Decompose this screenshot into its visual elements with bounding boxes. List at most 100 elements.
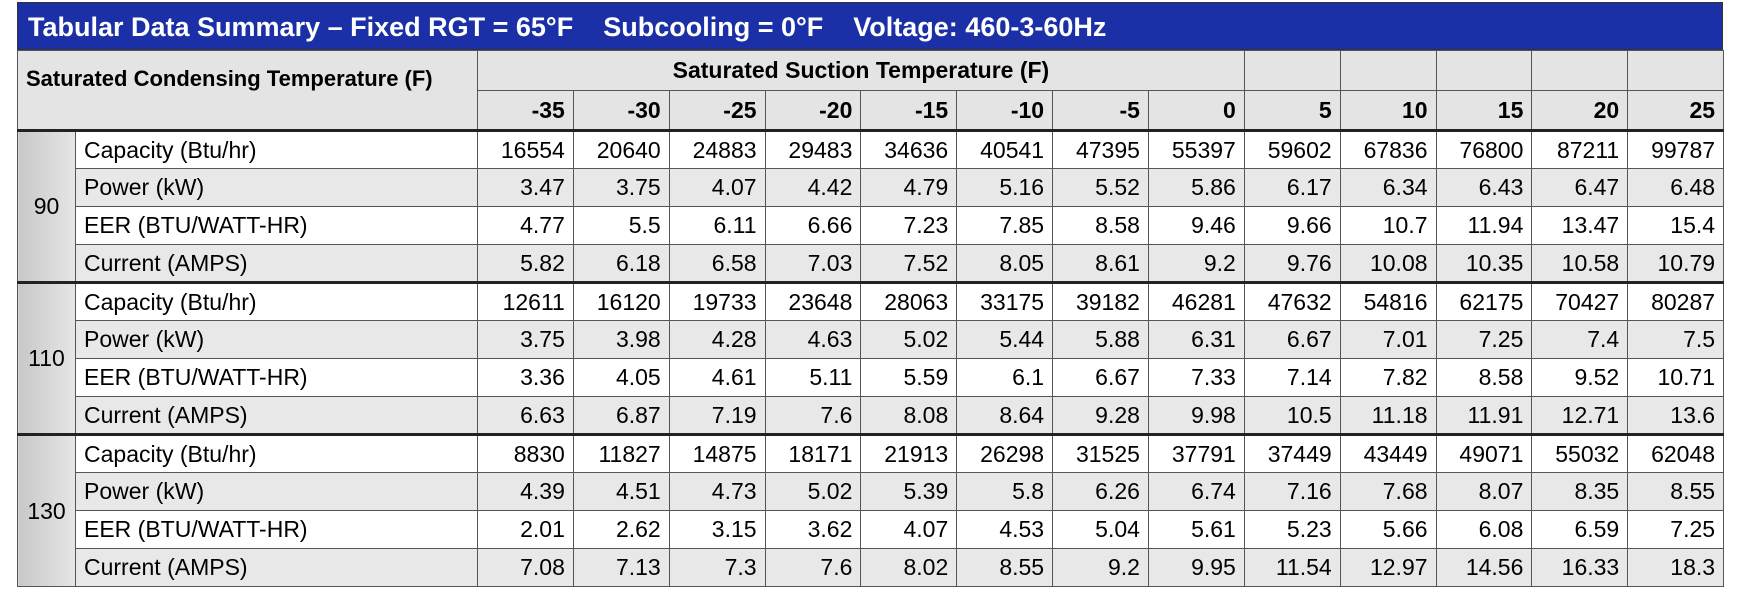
value-cell: 5.8 xyxy=(956,472,1054,511)
value-cell: 11.91 xyxy=(1435,396,1533,435)
value-cell: 3.15 xyxy=(668,510,766,549)
value-cell: 62048 xyxy=(1627,433,1725,473)
value-cell: 4.51 xyxy=(572,472,670,511)
value-cell: 7.82 xyxy=(1339,358,1437,397)
value-cell: 12611 xyxy=(477,281,574,321)
value-cell: 7.52 xyxy=(860,244,958,283)
value-cell: 7.01 xyxy=(1339,320,1437,359)
value-cell: 4.61 xyxy=(668,358,766,397)
value-cell: 6.47 xyxy=(1531,168,1629,207)
value-cell: 3.98 xyxy=(572,320,670,359)
value-cell: 5.39 xyxy=(860,472,958,511)
row-label: Power (kW) xyxy=(74,472,479,511)
suction-temp: -10 xyxy=(956,90,1054,131)
value-cell: 10.7 xyxy=(1339,206,1437,245)
header-blank xyxy=(1531,50,1629,91)
value-cell: 87211 xyxy=(1531,129,1629,169)
value-cell: 5.11 xyxy=(764,358,862,397)
data-row: Current (AMPS) 5.82 6.18 6.58 7.03 7.52 8.05 8.… xyxy=(18,244,1725,283)
value-cell: 3.36 xyxy=(477,358,574,397)
value-cell: 6.26 xyxy=(1052,472,1149,511)
value-cell: 8.58 xyxy=(1435,358,1533,397)
value-cell: 9.2 xyxy=(1147,244,1245,283)
data-row: EER (BTU/WATT-HR) 4.77 5.5 6.11 6.66 7.23 7.85… xyxy=(18,206,1725,245)
value-cell: 7.68 xyxy=(1339,472,1437,511)
value-cell: 7.6 xyxy=(764,396,862,435)
value-cell: 5.44 xyxy=(956,320,1054,359)
suction-temp: -35 xyxy=(477,90,574,131)
value-cell: 49071 xyxy=(1435,433,1533,473)
value-cell: 18171 xyxy=(764,433,862,473)
value-cell: 6.66 xyxy=(764,206,862,245)
value-cell: 47395 xyxy=(1052,129,1149,169)
row-label: EER (BTU/WATT-HR) xyxy=(74,206,479,245)
value-cell: 7.16 xyxy=(1243,472,1341,511)
value-cell: 10.08 xyxy=(1339,244,1437,283)
value-cell: 6.87 xyxy=(572,396,670,435)
value-cell: 4.79 xyxy=(860,168,958,207)
value-cell: 8.02 xyxy=(860,548,958,587)
value-cell: 6.67 xyxy=(1243,320,1341,359)
value-cell: 9.95 xyxy=(1147,548,1245,587)
value-cell: 8.64 xyxy=(956,396,1054,435)
value-cell: 62175 xyxy=(1435,281,1533,321)
value-cell: 8830 xyxy=(477,433,574,473)
value-cell: 7.25 xyxy=(1627,510,1725,549)
value-cell: 7.85 xyxy=(956,206,1054,245)
data-row: 110 Capacity (Btu/hr) 12611 16120 19733 23648… xyxy=(17,281,1725,435)
value-cell: 40541 xyxy=(956,129,1054,169)
header-blank xyxy=(1627,50,1725,91)
value-cell: 3.62 xyxy=(764,510,862,549)
value-cell: 4.53 xyxy=(956,510,1054,549)
suction-temp: -15 xyxy=(860,90,958,131)
row-label: Power (kW) xyxy=(74,320,479,359)
value-cell: 15.4 xyxy=(1627,206,1725,245)
title-bar: Tabular Data Summary – Fixed RGT = 65°F … xyxy=(17,2,1723,50)
value-cell: 8.55 xyxy=(1627,472,1725,511)
value-cell: 59602 xyxy=(1243,129,1341,169)
value-cell: 16.33 xyxy=(1531,548,1629,587)
value-cell: 46281 xyxy=(1147,281,1245,321)
data-row: 90 Capacity (Btu/hr) 16554 20640 24883 29483 3… xyxy=(17,129,1725,283)
value-cell: 67836 xyxy=(1339,129,1437,169)
value-cell: 11827 xyxy=(572,433,670,473)
value-cell: 26298 xyxy=(956,433,1054,473)
header-blank xyxy=(1243,50,1341,91)
row-label: Current (AMPS) xyxy=(74,396,479,435)
data-row: EER (BTU/WATT-HR) 3.36 4.05 4.61 5.11 5.59 6.1… xyxy=(18,358,1725,397)
row-label: Power (kW) xyxy=(74,168,479,207)
value-cell: 5.52 xyxy=(1052,168,1149,207)
value-cell: 16554 xyxy=(477,129,574,169)
value-cell: 9.28 xyxy=(1052,396,1149,435)
value-cell: 7.6 xyxy=(764,548,862,587)
header-blank xyxy=(1435,50,1533,91)
data-table: Saturated Condensing Temperature (F) Satu… xyxy=(16,50,1725,587)
value-cell: 7.14 xyxy=(1243,358,1341,397)
value-cell: 6.34 xyxy=(1339,168,1437,207)
value-cell: 10.5 xyxy=(1243,396,1341,435)
value-cell: 23648 xyxy=(764,281,862,321)
value-cell: 4.07 xyxy=(860,510,958,549)
suction-temp: 0 xyxy=(1147,90,1245,131)
value-cell: 7.4 xyxy=(1531,320,1629,359)
value-cell: 6.63 xyxy=(477,396,574,435)
suction-temp: -25 xyxy=(668,90,766,131)
summary: Tabular Data Summary – Fixed RGT = 65°F … xyxy=(16,2,1725,587)
suction-temp: 10 xyxy=(1339,90,1437,131)
value-cell: 5.5 xyxy=(572,206,670,245)
value-cell: 20640 xyxy=(572,129,670,169)
value-cell: 12.71 xyxy=(1531,396,1629,435)
value-cell: 43449 xyxy=(1339,433,1437,473)
value-cell: 55397 xyxy=(1147,129,1245,169)
header-row: Saturated Condensing Temperature (F) Satu… xyxy=(16,50,1725,131)
value-cell: 80287 xyxy=(1627,281,1725,321)
value-cell: 33175 xyxy=(956,281,1054,321)
value-cell: 4.77 xyxy=(477,206,574,245)
value-cell: 3.47 xyxy=(477,168,574,207)
value-cell: 37449 xyxy=(1243,433,1341,473)
value-cell: 6.43 xyxy=(1435,168,1533,207)
value-cell: 5.16 xyxy=(956,168,1054,207)
value-cell: 5.86 xyxy=(1147,168,1245,207)
value-cell: 5.59 xyxy=(860,358,958,397)
value-cell: 19733 xyxy=(668,281,766,321)
